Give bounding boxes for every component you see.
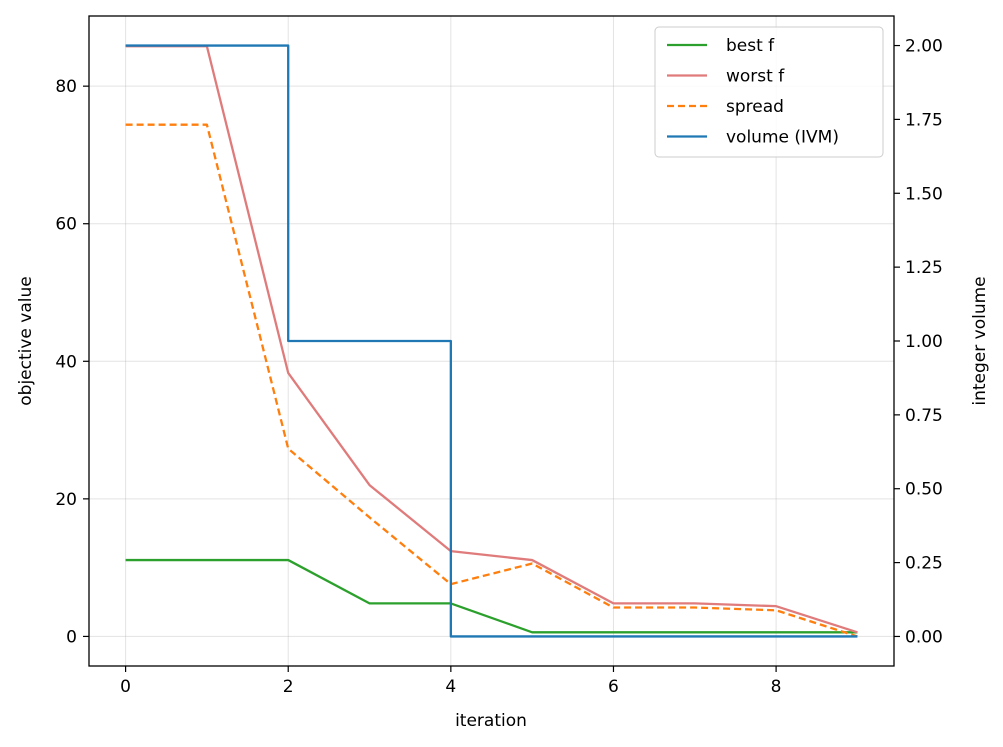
y-axis-right-title: integer volume [970,276,990,405]
legend-label: spread [726,97,784,117]
legend: best f worst f spread volume (IVM) [654,26,884,158]
series-line-volume-ivm [125,44,858,638]
y-tick-label: 40 [55,352,77,372]
x-tick-label: 2 [283,677,294,697]
y-axis-left: 0 20 40 60 80 [55,77,89,647]
y-tick-label: 60 [55,215,77,235]
y-tick-label: 80 [55,77,77,97]
series-layer [125,44,858,638]
x-tick-label: 6 [608,677,619,697]
x-axis-title: iteration [455,711,527,731]
y2-tick-label: 2.00 [905,37,943,57]
y2-tick-label: 0.25 [905,554,943,574]
y2-tick-label: 1.50 [905,184,943,204]
series-line-worst-f [125,45,858,634]
y-tick-label: 0 [66,627,77,647]
x-tick-label: 4 [445,677,456,697]
legend-label: best f [726,36,775,56]
y2-tick-label: 0.50 [905,480,943,500]
y2-tick-label: 1.75 [905,110,943,130]
y2-tick-label: 1.00 [905,332,943,352]
x-tick-label: 8 [771,677,782,697]
legend-label: volume (IVM) [726,128,839,148]
x-tick-label: 0 [120,677,131,697]
y-axis-right: 0.00 0.25 0.50 0.75 1.00 1.25 1.50 1.75 2.00 [894,37,943,647]
series-line-spread [125,123,858,638]
series-line-best-f [125,558,858,634]
y-axis-left-title: objective value [16,276,36,405]
y2-tick-label: 0.75 [905,406,943,426]
x-axis: 0 2 4 6 8 [120,666,782,697]
y2-tick-label: 0.00 [905,627,943,647]
y-tick-label: 20 [55,490,77,510]
legend-label: worst f [726,67,785,87]
y2-tick-label: 1.25 [905,258,943,278]
legend-box [654,26,884,158]
